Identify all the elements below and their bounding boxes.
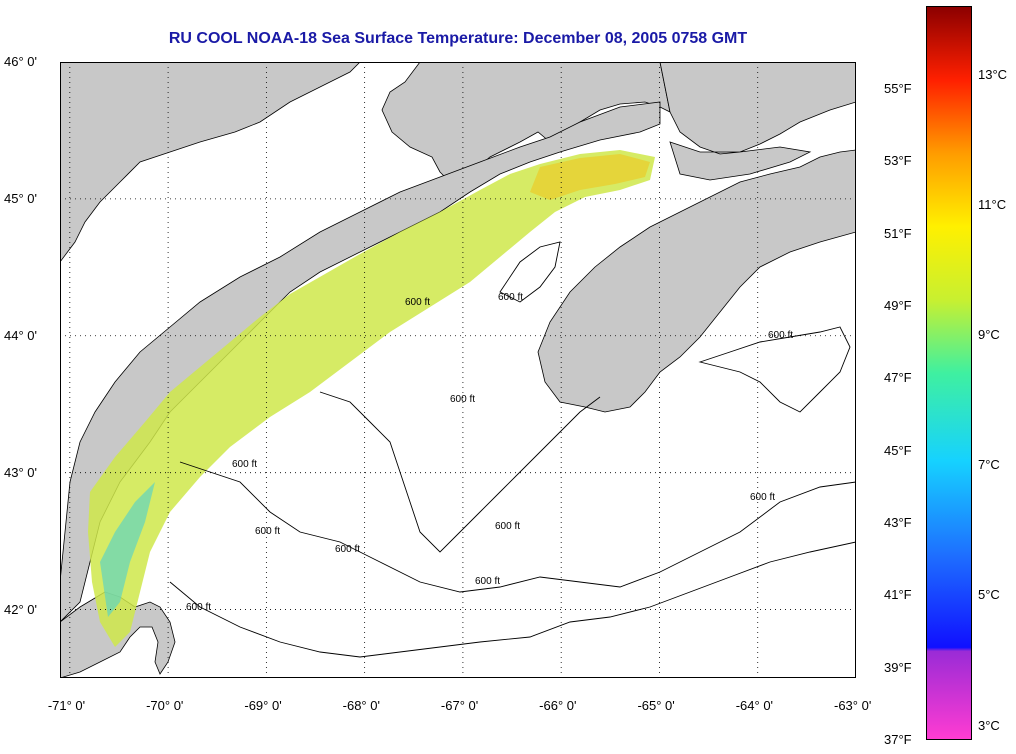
longitude-label: -64° 0' [735,698,774,713]
longitude-label: -66° 0' [539,698,577,713]
contour-label: 600 ft [450,394,475,405]
celsius-label: 13°C [978,66,1008,82]
map-border [60,62,856,678]
depth-contour [319,391,601,553]
contour-label: 600 ft [475,576,500,587]
contour-label: 600 ft [335,544,360,555]
celsius-label: 9°C [978,327,1000,343]
contour-label: 600 ft [750,492,775,503]
longitude-label: -67° 0' [440,698,479,713]
depth-contour [499,241,561,303]
map-title: RU COOL NOAA-18 Sea Surface Temperature:… [168,30,748,47]
colorbar-gradient [927,7,971,739]
sst-map: 600 ft 600 ft 600 ft 600 ft 600 ft 600 f… [60,62,856,678]
longitude-label: -71° 0' [47,698,86,713]
depth-contour [179,461,856,593]
longitude-label: -69° 0' [244,698,282,713]
contour-label: 600 ft [495,521,520,532]
contour-label: 600 ft [186,602,211,613]
longitude-label: -70° 0' [146,698,184,713]
latitude-label: 45° 0' [4,190,37,206]
depth-contour [169,541,856,658]
land-nova-scotia [537,149,856,413]
celsius-label: 11°C [978,196,1007,212]
sst-band-cool [100,482,155,617]
fahrenheit-label: 53°F [884,153,912,169]
latitude-label: 44° 0' [4,327,37,343]
celsius-label: 5°C [978,587,1000,603]
fahrenheit-label: 55°F [884,81,912,97]
contour-label: 600 ft [405,297,430,308]
depth-contour [698,326,851,413]
contour-label: 600 ft [232,459,257,470]
longitude-label: -65° 0' [637,698,675,713]
latitude-label: 43° 0' [4,464,37,480]
celsius-label: 3°C [978,717,1000,733]
fahrenheit-label: 47°F [884,370,912,386]
contour-label: 600 ft [255,526,280,537]
fahrenheit-label: 49°F [884,298,912,314]
land-new-england [60,62,671,263]
fahrenheit-label: 45°F [884,442,912,458]
celsius-label: 7°C [978,457,1000,473]
land-north [659,62,856,181]
sst-band-warm [530,154,650,200]
latitude-label: 42° 0' [4,601,37,617]
fahrenheit-label: 37°F [884,732,912,747]
fahrenheit-label: 41°F [884,587,912,603]
fahrenheit-label: 39°F [884,659,912,675]
fahrenheit-label: 43°F [884,515,912,531]
sst-band [88,150,655,647]
latitude-label: 46° 0' [4,54,37,69]
contour-label: 600 ft [498,292,523,303]
longitude-label: -63° 0' [834,698,872,713]
temperature-colorbar [926,6,972,740]
longitude-label: -68° 0' [342,698,380,713]
fahrenheit-label: 51°F [884,225,912,241]
